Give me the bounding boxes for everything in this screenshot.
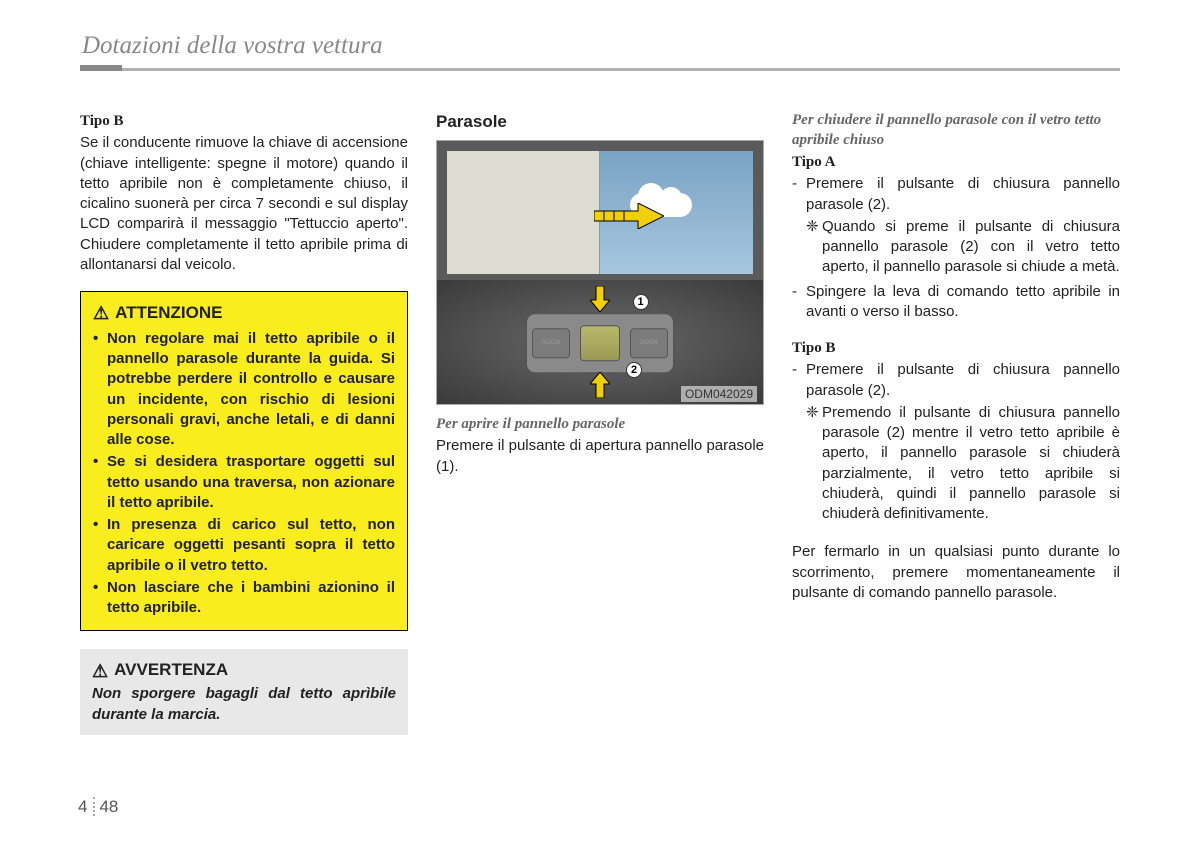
attenzione-list: Non regolare mai il tetto apribile o il … xyxy=(93,329,395,619)
avvertenza-title-row: ⚠ AVVERTENZA xyxy=(92,659,396,682)
attenzione-item: Non lasciare che i bambini azionino il t… xyxy=(93,578,395,619)
figure-sunroof-view xyxy=(437,141,763,280)
column-1: Tipo B Se il conducente rimuove la chiav… xyxy=(80,111,408,735)
tipo-a-item: Spingere la leva di comando tetto apribi… xyxy=(792,282,1120,323)
slide-arrow-icon xyxy=(594,203,664,229)
content-columns: Tipo B Se il conducente rimuove la chiav… xyxy=(0,71,1200,735)
open-caption: Per aprire il pannello parasole xyxy=(436,415,764,435)
room-button: ROOM xyxy=(532,328,570,358)
column-3: Per chiudere il pannello parasole con il… xyxy=(792,111,1120,735)
arrow-up-icon xyxy=(590,372,610,398)
open-text: Premere il pulsante di apertura pannello… xyxy=(436,436,764,477)
final-text: Per fermarlo in un qualsiasi punto duran… xyxy=(792,542,1120,603)
tipo-b-star: Premendo il pulsante di chiusura pannell… xyxy=(792,403,1120,525)
header-title: Dotazioni della vostra vettura xyxy=(82,32,1040,60)
caution-icon: ⚠ xyxy=(92,662,108,680)
column-2: Parasole ROOM DOOR xyxy=(436,111,764,735)
page-header: Dotazioni della vostra vettura xyxy=(80,32,1120,71)
tipo-a-list: Premere il pulsante di chiusura pannello… xyxy=(792,174,1120,215)
tipo-a-star: Quando si preme il pulsante di chiusura … xyxy=(792,217,1120,278)
page-number: 448 xyxy=(78,797,118,817)
parasole-figure: ROOM DOOR 1 2 ODM042029 xyxy=(436,140,764,405)
console-panel: ROOM DOOR xyxy=(525,312,675,374)
attenzione-item: Se si desidera trasportare oggetti sul t… xyxy=(93,452,395,513)
parasole-heading: Parasole xyxy=(436,111,764,134)
callout-1: 1 xyxy=(633,294,649,310)
avvertenza-box: ⚠ AVVERTENZA Non sporgere bagagli dal te… xyxy=(80,649,408,734)
tipo-a-item: Premere il pulsante di chiusura pannello… xyxy=(792,174,1120,215)
tipo-b-list: Premere il pulsante di chiusura pannello… xyxy=(792,360,1120,401)
door-button: DOOR xyxy=(630,328,668,358)
avvertenza-title: AVVERTENZA xyxy=(114,659,228,682)
attenzione-box: ⚠ ATTENZIONE Non regolare mai il tetto a… xyxy=(80,291,408,631)
tipo-a-head: Tipo A xyxy=(792,152,1120,172)
figure-label: ODM042029 xyxy=(681,386,757,402)
close-caption: Per chiudere il pannello parasole con il… xyxy=(792,111,1120,150)
page-num: 48 xyxy=(99,797,118,816)
attenzione-item: In presenza di carico sul tetto, non car… xyxy=(93,515,395,576)
attenzione-item: Non regolare mai il tetto apribile o il … xyxy=(93,329,395,451)
tipo-b-item: Premere il pulsante di chiusura pannello… xyxy=(792,360,1120,401)
tipo-b-head: Tipo B xyxy=(80,111,408,131)
avvertenza-text: Non sporgere bagagli dal tetto aprìbile … xyxy=(92,684,396,725)
sunroof-switch xyxy=(580,325,620,361)
tipo-a-list2: Spingere la leva di comando tetto apribi… xyxy=(792,282,1120,323)
warning-icon: ⚠ xyxy=(93,304,109,322)
section-number: 4 xyxy=(78,797,95,816)
tipo-b-text: Se il conducente rimuove la chiave di ac… xyxy=(80,133,408,275)
callout-2: 2 xyxy=(626,362,642,378)
arrow-down-icon xyxy=(590,286,610,312)
attenzione-title-row: ⚠ ATTENZIONE xyxy=(93,302,395,325)
tipo-b-head-c3: Tipo B xyxy=(792,338,1120,358)
attenzione-title: ATTENZIONE xyxy=(115,302,222,325)
sunshade-panel xyxy=(447,151,600,274)
